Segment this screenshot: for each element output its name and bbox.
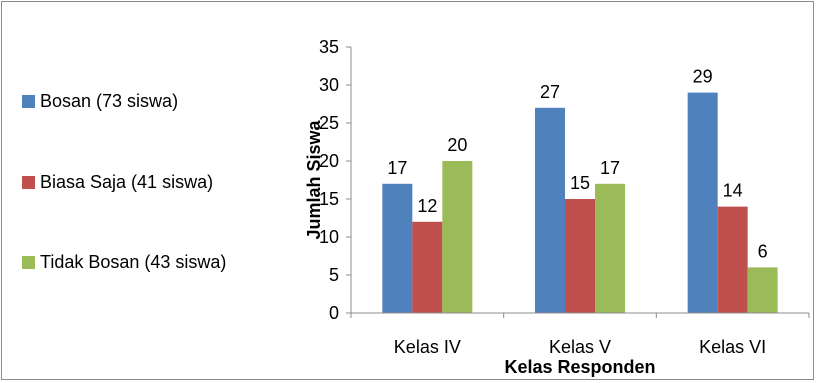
value-label: 14 xyxy=(723,181,743,201)
y-tick-label: 15 xyxy=(319,189,339,209)
bar xyxy=(595,183,625,313)
value-label: 6 xyxy=(758,241,768,261)
bar-chart-plot: 0 5 10 15 20 25 30 35 17 12 20 27 15 17 29 14 6 Kelas I… xyxy=(304,37,810,377)
y-tick-label: 35 xyxy=(319,37,339,57)
legend-label-tidak-bosan: Tidak Bosan (43 siswa) xyxy=(40,252,227,272)
y-axis-ticks: 0 5 10 15 20 25 30 35 xyxy=(319,37,351,323)
value-label: 15 xyxy=(570,173,590,193)
legend-label-bosan: Bosan (73 siswa) xyxy=(40,91,179,111)
value-label: 17 xyxy=(600,158,620,178)
bar xyxy=(747,267,778,313)
x-category-label: Kelas IV xyxy=(394,337,461,357)
x-axis-ticks: Kelas IV Kelas V Kelas VI xyxy=(350,313,810,357)
y-tick-label: 20 xyxy=(319,151,339,171)
bar xyxy=(412,221,443,313)
bar xyxy=(687,92,718,313)
y-tick-label: 5 xyxy=(329,265,339,285)
legend-swatch-tidak-bosan xyxy=(22,256,35,269)
y-tick-label: 0 xyxy=(329,303,339,323)
x-category-label: Kelas VI xyxy=(699,337,766,357)
value-label: 20 xyxy=(447,135,467,155)
x-axis-title: Kelas Responden xyxy=(504,357,655,377)
y-tick-label: 10 xyxy=(319,227,339,247)
bar xyxy=(565,199,595,313)
y-tick-label: 30 xyxy=(319,75,339,95)
legend-swatch-biasa-saja xyxy=(22,176,35,189)
y-tick-label: 25 xyxy=(319,113,339,133)
bar xyxy=(382,183,413,313)
value-label: 27 xyxy=(540,82,560,102)
value-label: 29 xyxy=(693,67,713,87)
bars xyxy=(382,92,778,313)
legend-label-biasa-saja: Biasa Saja (41 siswa) xyxy=(40,172,214,192)
y-axis-title: Jumlah Siswa xyxy=(304,119,324,239)
value-label: 17 xyxy=(387,158,407,178)
value-label: 12 xyxy=(417,196,437,216)
bar xyxy=(535,107,565,313)
value-labels: 17 12 20 27 15 17 29 14 6 xyxy=(387,67,767,262)
bar xyxy=(442,161,473,313)
legend: Bosan (73 siswa) Biasa Saja (41 siswa) T… xyxy=(22,2,292,381)
bar xyxy=(717,206,748,313)
x-category-label: Kelas V xyxy=(549,337,611,357)
legend-swatch-bosan xyxy=(22,95,35,108)
